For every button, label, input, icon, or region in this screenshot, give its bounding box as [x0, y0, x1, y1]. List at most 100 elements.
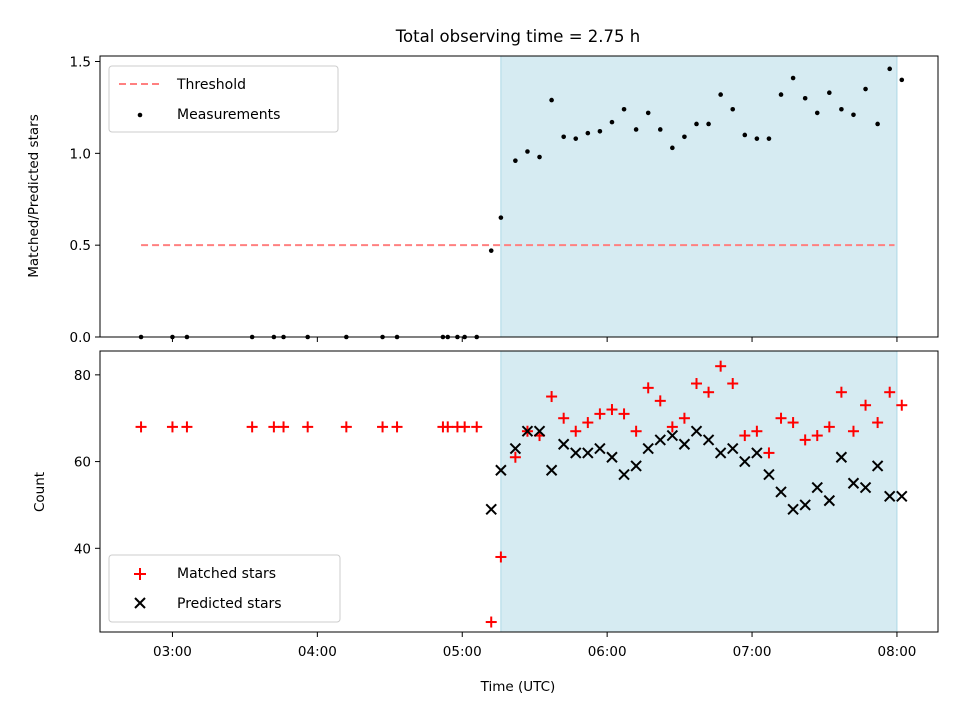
predicted-star-marker [582, 447, 594, 459]
measurement-point [645, 110, 651, 116]
matched-legend-label: Matched stars [177, 566, 276, 582]
predicted-star-marker [787, 503, 799, 515]
marker-stroke [582, 447, 594, 459]
measurement-point [839, 106, 844, 112]
marker-stroke [485, 503, 497, 515]
matched-star-marker [642, 382, 654, 394]
predicted-star-marker [521, 425, 534, 437]
matched-star-marker [823, 421, 835, 433]
x-axis-label: Time (UTC) [480, 679, 556, 695]
matched-star-marker [268, 421, 280, 433]
predicted-star-marker [799, 499, 811, 511]
matched-star-marker [654, 395, 666, 407]
measurement-point [863, 86, 868, 92]
marker-stroke [871, 460, 884, 472]
marker-stroke [835, 451, 848, 463]
predicted-star-marker [739, 455, 751, 468]
bottom-shaded-region [500, 351, 898, 632]
y-tick-label: 1.5 [70, 55, 91, 71]
marker-stroke [509, 442, 522, 455]
top-y-ticks: 0.0 0.5 1.0 1.5 [70, 55, 100, 346]
top-panel: 0.0 0.5 1.0 1.5 Matched/Predicted stars Thr… [26, 55, 939, 346]
measurement-point [742, 132, 748, 138]
matched-star-marker [181, 421, 193, 433]
measurement-point [887, 66, 893, 72]
predicted-star-marker [545, 464, 558, 476]
predicted-star-marker [509, 442, 522, 455]
marker-stroke [883, 490, 896, 502]
top-plot-frame [99, 55, 939, 338]
predicted-star-marker [690, 425, 703, 437]
measurement-point [657, 127, 663, 132]
bottom-x-ticks: 03:00 04:00 05:00 06:00 07:00 08:00 [153, 632, 916, 660]
x-tick-label: 06:00 [588, 644, 627, 660]
top-legend-frame [108, 65, 339, 133]
marker-stroke [727, 442, 739, 455]
marker-stroke [751, 447, 763, 459]
predicted-star-marker [642, 442, 654, 455]
measurement-point [778, 92, 784, 97]
chart-title: Total observing time = 2.75 h [395, 27, 640, 46]
marker-stroke [799, 499, 811, 511]
predicted-star-marker [847, 477, 860, 489]
marker-stroke [521, 425, 534, 437]
measurement-point [802, 95, 808, 101]
matched-star-marker [606, 404, 618, 416]
measurement-point [633, 127, 639, 132]
predicted-stars-points [485, 425, 908, 515]
matched-star-marker [727, 378, 739, 390]
predicted-star-marker [727, 442, 739, 455]
measurement-point [670, 145, 675, 151]
marker-stroke [775, 486, 787, 498]
measurement-point [814, 110, 820, 116]
matched-star-marker [896, 399, 908, 411]
top-shaded-region [500, 56, 898, 337]
marker-stroke [495, 464, 507, 476]
measurement-point [561, 134, 566, 140]
measurement-point [706, 121, 711, 127]
predicted-legend-label: Predicted stars [177, 596, 282, 612]
measurement-point [609, 119, 615, 125]
marker-stroke [859, 481, 872, 494]
matched-star-marker [751, 425, 763, 437]
top-x-ticks [171, 337, 898, 342]
measurements-legend-swatch [137, 112, 143, 118]
marker-stroke [618, 468, 630, 481]
predicted-star-marker [775, 486, 787, 498]
matched-star-marker [763, 447, 775, 459]
marker-stroke [702, 434, 715, 446]
matched-star-marker [703, 386, 715, 398]
measurement-point [682, 134, 687, 140]
measurement-point [537, 154, 542, 160]
marker-stroke [896, 490, 908, 502]
predicted-star-marker [859, 481, 872, 494]
x-tick-label: 03:00 [153, 644, 192, 660]
matched-star-marker [715, 360, 727, 372]
bottom-y-axis-label: Count [32, 472, 48, 512]
marker-stroke [557, 438, 570, 450]
predicted-star-marker [678, 438, 691, 450]
bottom-y-ticks: 40 60 80 [74, 368, 100, 557]
matched-star-marker [471, 421, 483, 433]
matched-star-marker [630, 425, 642, 437]
marker-stroke [678, 438, 691, 450]
y-tick-label: 40 [74, 541, 91, 557]
matched-star-marker [847, 425, 859, 437]
measurement-point [766, 136, 772, 141]
matched-star-marker [546, 391, 558, 403]
x-tick-label: 05:00 [443, 644, 482, 660]
matched-star-marker [618, 408, 630, 420]
matched-star-marker [391, 421, 403, 433]
predicted-legend-swatch [134, 597, 146, 609]
predicted-star-marker [618, 468, 630, 481]
predicted-star-marker [883, 490, 896, 502]
predicted-star-marker [763, 468, 775, 481]
measurement-point [718, 92, 723, 97]
predicted-star-marker [666, 429, 679, 442]
matched-star-marker [775, 412, 787, 424]
predicted-star-marker [654, 434, 666, 446]
measurement-point [899, 77, 905, 83]
measurement-point [754, 136, 760, 141]
matched-star-marker [509, 451, 521, 463]
